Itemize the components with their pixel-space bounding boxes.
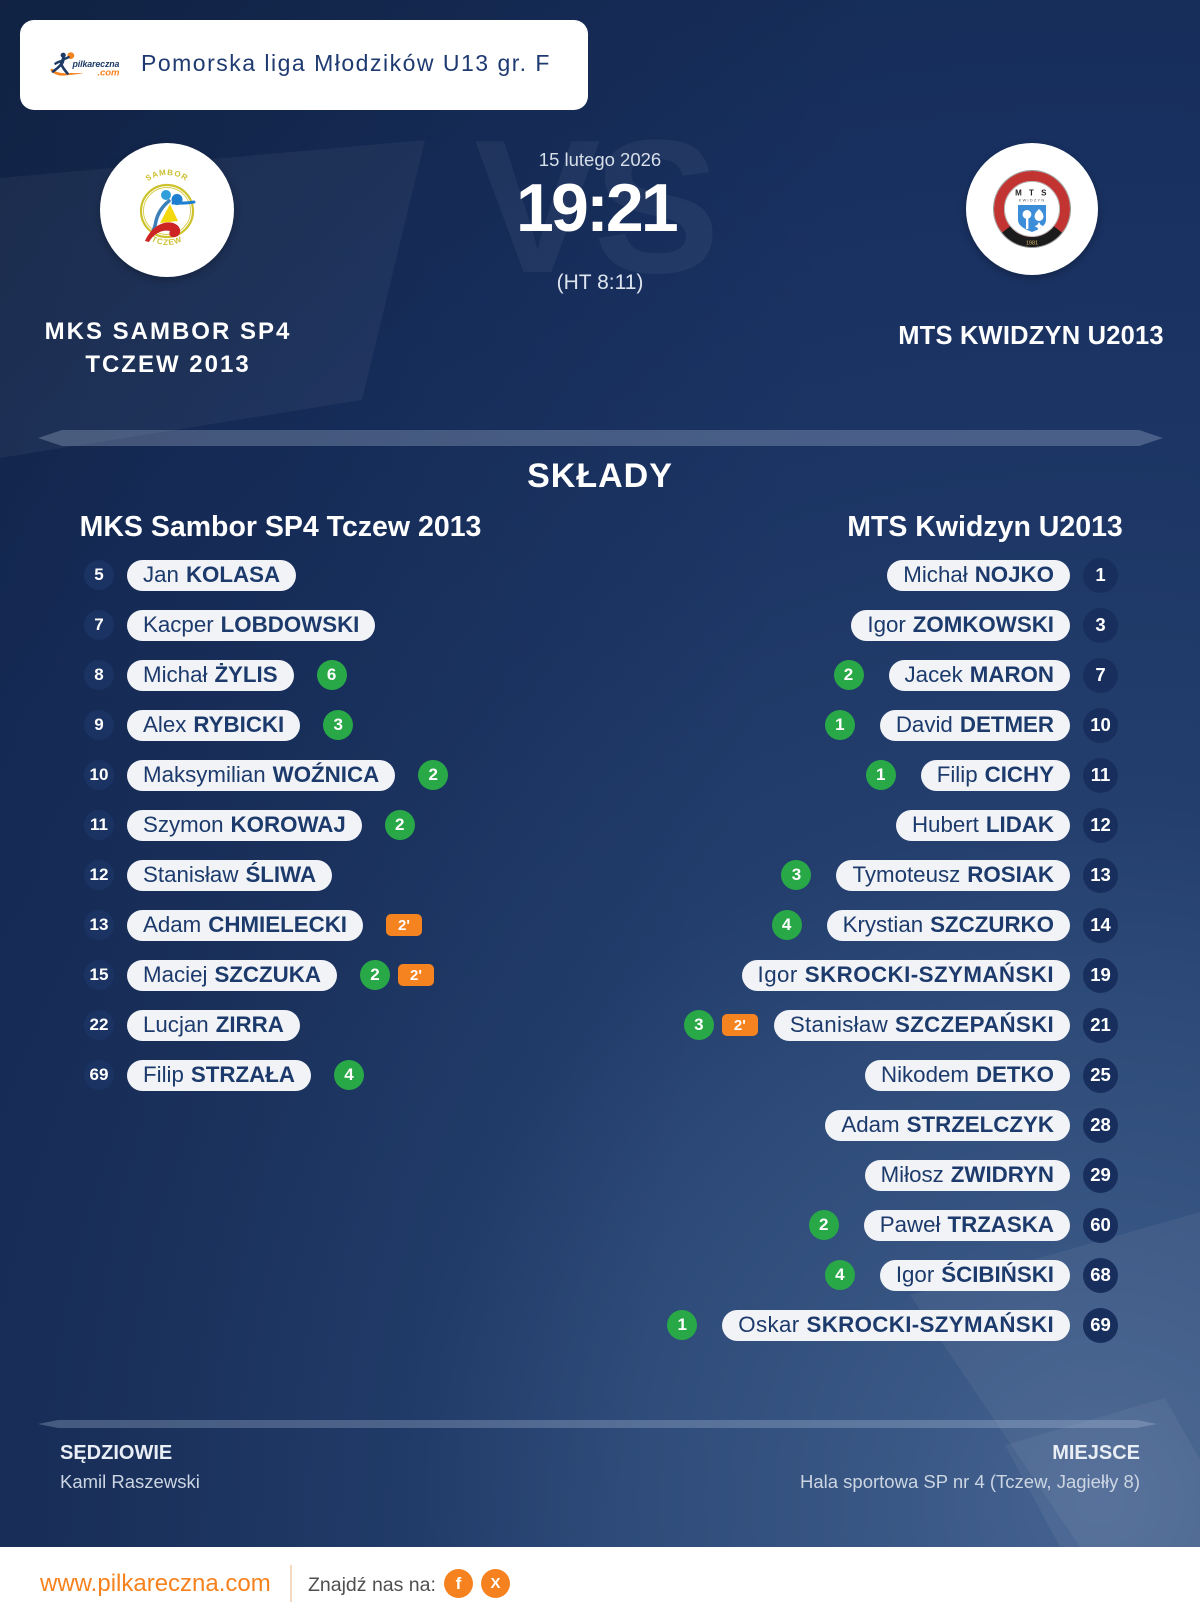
svg-text:TCZEW: TCZEW [150, 234, 184, 247]
svg-text:KWIDZYN: KWIDZYN [1019, 198, 1046, 203]
svg-text:SAMBOR: SAMBOR [144, 168, 190, 183]
svg-text:.com: .com [97, 68, 120, 79]
svg-text:M T S: M T S [1015, 189, 1049, 198]
svg-text:1981: 1981 [1026, 241, 1038, 247]
svg-text:pilkareczna: pilkareczna [72, 59, 120, 69]
